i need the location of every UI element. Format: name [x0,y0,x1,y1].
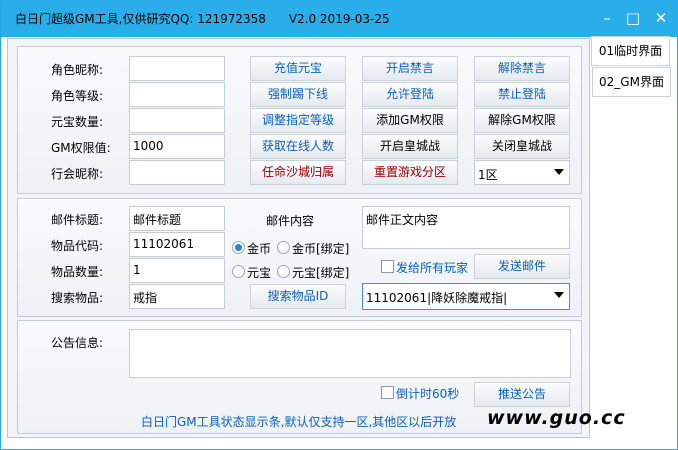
player-action-button[interactable]: 开启禁言 [362,56,458,81]
player-action-button[interactable]: 解除GM权限 [474,108,570,133]
dropdown-arrow-icon [554,292,564,298]
radio-yuanbao-bound[interactable] [277,265,290,278]
player-label: 角色昵称: [51,63,104,77]
player-input[interactable]: 1000 [129,134,225,159]
mail-input[interactable]: 戒指 [129,284,225,309]
player-action-button[interactable]: 关闭皇城战 [474,134,570,159]
mail-label: 物品代码: [51,239,104,253]
mail-label: 物品数量: [51,265,104,279]
watermark-logo: www.guo.cc [487,407,626,429]
minimize-button[interactable]: – [603,9,611,27]
search-item-button[interactable]: 搜索物品ID [250,284,346,309]
mail-label: 邮件标题: [51,213,104,227]
radio-gold-bound-label: 金币[绑定] [292,242,350,256]
player-action-button[interactable]: 添加GM权限 [362,108,458,133]
player-action-button[interactable]: 获取在线人数 [250,134,346,159]
send-all-label: 发给所有玩家 [396,261,469,275]
radio-yuanbao-bound-label: 元宝[绑定] [292,266,350,280]
send-all-checkbox[interactable] [381,260,394,273]
radio-gold-bound[interactable] [277,241,290,254]
player-label: 行会昵称: [51,167,104,181]
tab-02-gm[interactable]: 02_GM界面 [592,67,671,97]
player-action-button[interactable]: 充值元宝 [250,56,346,81]
tab-01-temp[interactable]: 01临时界面 [591,36,670,66]
player-action-button[interactable]: 解除禁言 [474,56,570,81]
push-notice-button[interactable]: 推送公告 [474,382,570,407]
radio-yuanbao-label: 元宝 [247,266,272,280]
status-bar-text: 白日门GM工具状态显示条,默认仅支持一区,其他区以后开放 [141,415,457,429]
radio-yuanbao[interactable] [232,265,245,278]
player-action-button[interactable]: 禁止登陆 [474,82,570,107]
mail-input[interactable]: 1 [129,258,225,283]
title-bar: 白日门超级GM工具,仅供研究QQ: 121972358 V2.0 2019-03… [1,1,678,37]
window-title: 白日门超级GM工具,仅供研究QQ: 121972358 V2.0 2019-03… [15,12,390,26]
mail-label: 搜索物品: [51,291,104,305]
countdown-label: 倒计时60秒 [396,387,460,401]
mail-input[interactable]: 11102061 [129,232,225,257]
maximize-button[interactable]: □ [625,9,641,27]
radio-gold-label: 金币 [247,242,272,256]
player-action-button[interactable]: 任命沙城归属 [250,160,346,185]
radio-gold[interactable] [232,241,245,254]
player-action-button[interactable]: 重置游戏分区 [362,160,458,185]
notice-textarea[interactable] [129,329,571,378]
close-button[interactable]: ✕ [654,9,668,27]
zone-select[interactable]: 1区 [474,160,570,185]
mail-input[interactable]: 邮件标题 [129,206,225,231]
item-select-value: 11102061|降妖除魔戒指| [366,291,508,305]
player-label: GM权限值: [51,141,111,155]
zone-select-value: 1区 [478,168,498,182]
player-input[interactable] [129,160,225,185]
player-input[interactable] [129,56,225,81]
player-action-button[interactable]: 强制踢下线 [250,82,346,107]
mail-content-textarea[interactable]: 邮件正文内容 [362,206,570,249]
player-label: 角色等级: [51,89,104,103]
send-mail-button[interactable]: 发送邮件 [474,254,570,279]
player-action-button[interactable]: 开启皇城战 [362,134,458,159]
player-action-button[interactable]: 允许登陆 [362,82,458,107]
player-input[interactable] [129,108,225,133]
countdown-checkbox[interactable] [381,386,394,399]
dropdown-arrow-icon [554,169,564,175]
item-select[interactable]: 11102061|降妖除魔戒指| [362,283,570,310]
player-action-button[interactable]: 调整指定等级 [250,108,346,133]
player-input[interactable] [129,82,225,107]
mail-content-label: 邮件内容 [266,214,315,228]
notice-label: 公告信息: [51,336,104,350]
player-label: 元宝数量: [51,115,104,129]
